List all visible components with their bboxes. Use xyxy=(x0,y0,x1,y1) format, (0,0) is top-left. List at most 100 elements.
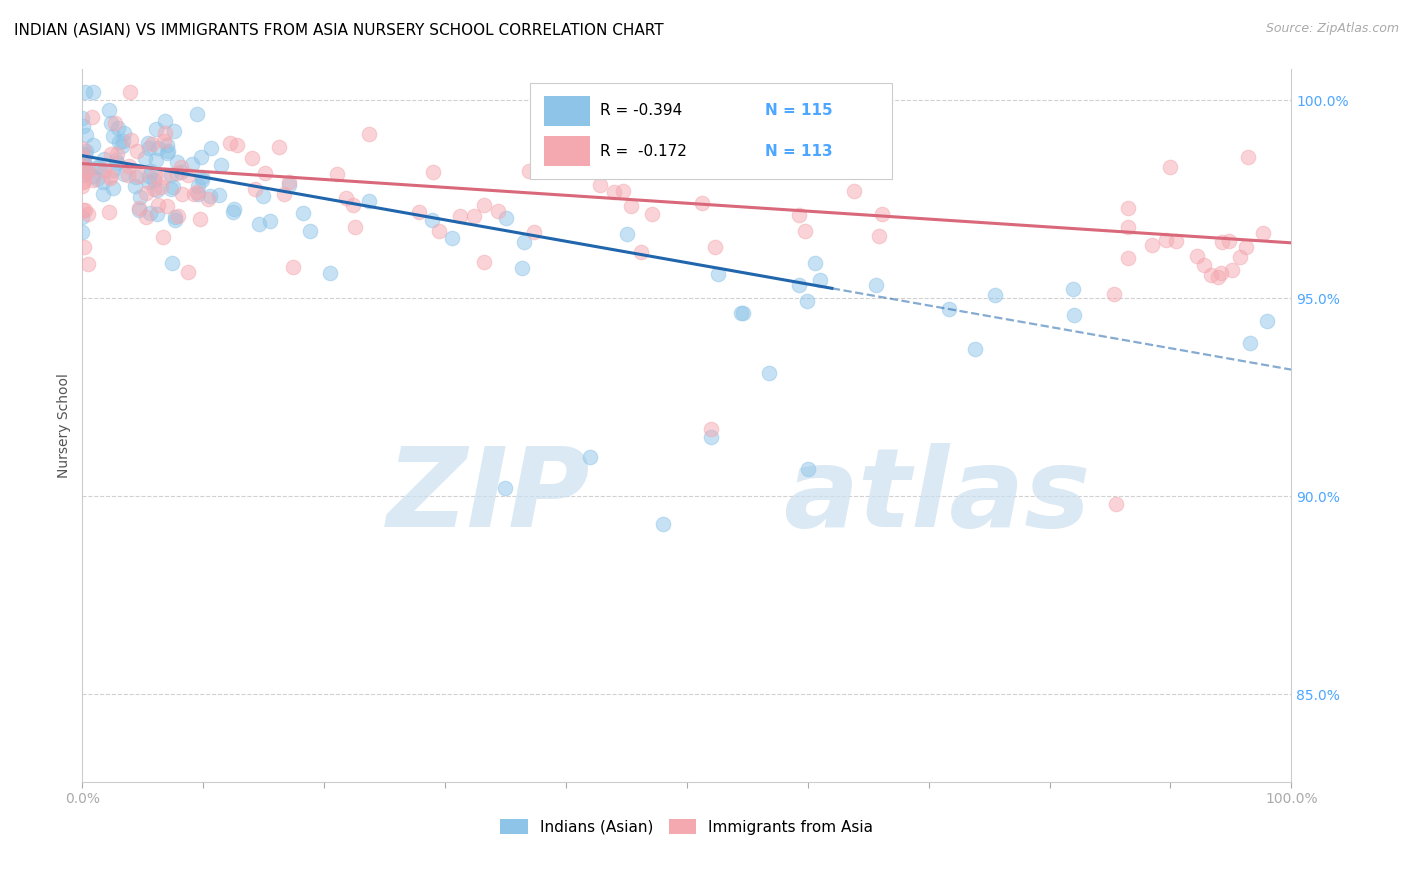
Point xyxy=(146,207,169,221)
Point xyxy=(118,160,141,174)
Point xyxy=(127,144,149,158)
Point xyxy=(170,165,193,179)
Point xyxy=(463,209,485,223)
Point xyxy=(472,198,495,212)
Point xyxy=(104,116,127,130)
Point xyxy=(277,178,299,192)
Point xyxy=(75,163,97,178)
Bar xyxy=(544,95,591,126)
Point xyxy=(208,188,231,202)
Point xyxy=(1211,235,1233,250)
Point xyxy=(124,179,146,194)
Point xyxy=(152,169,174,184)
Point xyxy=(222,205,245,219)
Point xyxy=(111,138,134,153)
Point xyxy=(335,191,357,205)
Point xyxy=(80,110,103,124)
Point xyxy=(136,136,159,151)
Point xyxy=(100,116,122,130)
Point xyxy=(1239,335,1261,350)
Point xyxy=(225,138,247,153)
Point xyxy=(186,185,208,199)
Point xyxy=(1142,238,1164,252)
Point xyxy=(73,240,96,254)
Point xyxy=(187,179,209,194)
Point xyxy=(707,268,730,282)
Text: R = -0.394: R = -0.394 xyxy=(600,103,682,118)
Point xyxy=(224,202,246,217)
Point xyxy=(72,210,94,224)
Point xyxy=(138,141,160,155)
Point xyxy=(143,168,166,182)
Point xyxy=(118,85,141,99)
Point xyxy=(440,231,463,245)
Point xyxy=(152,230,174,244)
Point xyxy=(326,167,349,181)
Point xyxy=(77,257,100,271)
Point xyxy=(76,163,98,178)
Bar xyxy=(544,136,591,166)
Point xyxy=(420,212,443,227)
Point xyxy=(1154,233,1177,247)
Point xyxy=(357,194,380,209)
Point xyxy=(1211,267,1233,281)
Point xyxy=(135,211,157,225)
Point xyxy=(145,153,167,167)
Point xyxy=(125,169,148,184)
Point xyxy=(868,228,890,243)
Point xyxy=(117,168,139,182)
Point xyxy=(82,173,104,187)
Point xyxy=(72,226,94,240)
Point xyxy=(181,157,204,171)
Point xyxy=(700,422,723,436)
Point xyxy=(156,138,179,153)
Text: Source: ZipAtlas.com: Source: ZipAtlas.com xyxy=(1265,22,1399,36)
Point xyxy=(138,169,160,184)
Point xyxy=(75,164,97,178)
Point xyxy=(165,210,187,224)
Point xyxy=(170,187,193,202)
Point xyxy=(731,306,754,320)
Point xyxy=(105,156,128,170)
Point xyxy=(128,202,150,217)
Point xyxy=(1220,263,1243,277)
Point xyxy=(73,152,96,166)
Point xyxy=(143,181,166,195)
Point xyxy=(619,199,641,213)
Point xyxy=(93,187,115,202)
Point xyxy=(160,182,183,196)
Point xyxy=(149,180,172,194)
Point xyxy=(281,260,304,274)
Point xyxy=(870,207,893,221)
Point xyxy=(73,85,96,99)
Point xyxy=(219,136,242,150)
Point xyxy=(247,217,270,231)
Point xyxy=(101,128,124,143)
Point xyxy=(187,186,209,201)
Text: R =  -0.172: R = -0.172 xyxy=(600,144,686,159)
Point xyxy=(166,155,188,169)
Point xyxy=(98,169,121,184)
FancyBboxPatch shape xyxy=(530,83,893,179)
Point xyxy=(176,168,198,182)
Point xyxy=(529,159,551,173)
Point xyxy=(651,517,673,532)
Text: INDIAN (ASIAN) VS IMMIGRANTS FROM ASIA NURSERY SCHOOL CORRELATION CHART: INDIAN (ASIAN) VS IMMIGRANTS FROM ASIA N… xyxy=(14,22,664,37)
Point xyxy=(603,185,626,199)
Point xyxy=(1234,240,1257,254)
Point xyxy=(190,170,212,185)
Point xyxy=(72,147,94,161)
Point xyxy=(796,293,818,308)
Point xyxy=(188,212,211,227)
Point xyxy=(72,119,94,133)
Point xyxy=(273,187,295,202)
Point xyxy=(153,126,176,140)
Point xyxy=(758,366,780,380)
Point xyxy=(93,162,115,177)
Point xyxy=(422,165,444,179)
Point xyxy=(1118,219,1140,234)
Point xyxy=(103,163,125,178)
Point xyxy=(72,179,94,194)
Text: ZIP: ZIP xyxy=(387,443,591,549)
Point xyxy=(1256,313,1278,327)
